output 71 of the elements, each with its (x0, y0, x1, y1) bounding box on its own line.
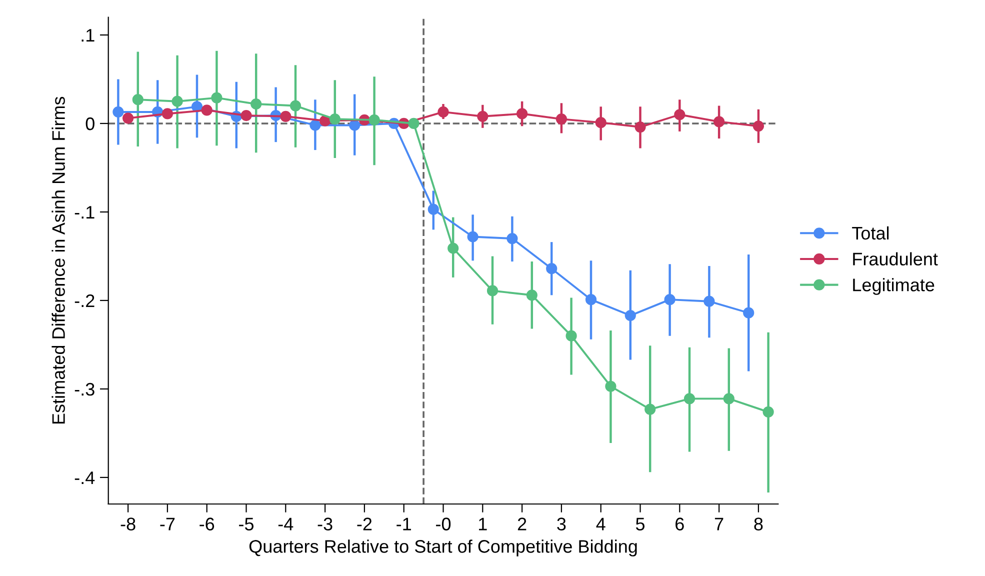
point (644, 404, 656, 415)
point (132, 94, 144, 106)
x-axis-title: Quarters Relative to Start of Competitive Bidding (249, 540, 637, 556)
point (634, 121, 646, 133)
legend-label: Legitimate (853, 278, 934, 295)
point (595, 117, 606, 128)
point (585, 294, 597, 306)
y-tick-label: -.2 (74, 294, 94, 308)
x-tick-label: -6 (200, 518, 214, 530)
point (713, 116, 725, 128)
point (467, 231, 478, 242)
point (704, 296, 715, 307)
point (743, 307, 754, 318)
y-tick-label: -.1 (74, 206, 94, 219)
point (250, 98, 262, 110)
point (566, 330, 577, 342)
point (201, 104, 212, 116)
x-tick-label: 2 (518, 518, 526, 530)
point (762, 406, 774, 418)
y-tick-label: -.4 (74, 472, 95, 484)
point (664, 294, 676, 306)
point (290, 100, 302, 112)
point (329, 113, 340, 125)
x-tick-label: -0 (436, 518, 451, 530)
y-tick-label: 0 (86, 117, 94, 130)
x-tick-label: 7 (714, 518, 724, 530)
point (526, 290, 538, 301)
point (752, 120, 764, 132)
point (516, 108, 528, 120)
y-tick-label: .1 (82, 29, 94, 42)
x-tick-label: -7 (160, 518, 175, 530)
point (506, 232, 518, 244)
point (349, 120, 360, 131)
x-tick-label: -4 (278, 518, 294, 530)
x-tick-label: 3 (557, 518, 566, 530)
point (428, 204, 439, 215)
point (477, 110, 488, 122)
point (546, 263, 558, 274)
point (310, 120, 321, 131)
point (172, 96, 183, 107)
x-tick-label: 1 (479, 518, 487, 530)
point (122, 112, 134, 124)
x-tick-label: -8 (120, 518, 136, 530)
x-tick-label: 6 (676, 518, 684, 530)
point (556, 113, 568, 125)
x-tick-label: -5 (239, 518, 254, 530)
x-tick-label: 8 (754, 518, 763, 530)
point (684, 393, 696, 404)
point (240, 110, 252, 122)
point (605, 380, 616, 392)
legend-label: Fraudulent (853, 252, 938, 266)
y-axis-title: Estimated Difference in Asinh Num Firms (52, 96, 65, 424)
point (280, 110, 292, 122)
point (408, 118, 420, 130)
point (368, 114, 380, 126)
x-tick-label: -2 (357, 518, 372, 530)
x-tick-label: 4 (596, 518, 606, 530)
point (486, 285, 498, 296)
legend-label: Total (852, 226, 889, 240)
point (674, 109, 686, 120)
point (162, 108, 174, 120)
point (438, 106, 449, 118)
point (448, 242, 459, 254)
point (112, 106, 124, 118)
point (723, 393, 734, 404)
x-tick-label: -3 (318, 518, 332, 530)
x-tick-label: -1 (396, 518, 411, 530)
point (624, 310, 636, 322)
x-tick-label: 5 (636, 518, 645, 530)
point (211, 92, 222, 104)
y-tick-label: -.3 (74, 382, 94, 396)
